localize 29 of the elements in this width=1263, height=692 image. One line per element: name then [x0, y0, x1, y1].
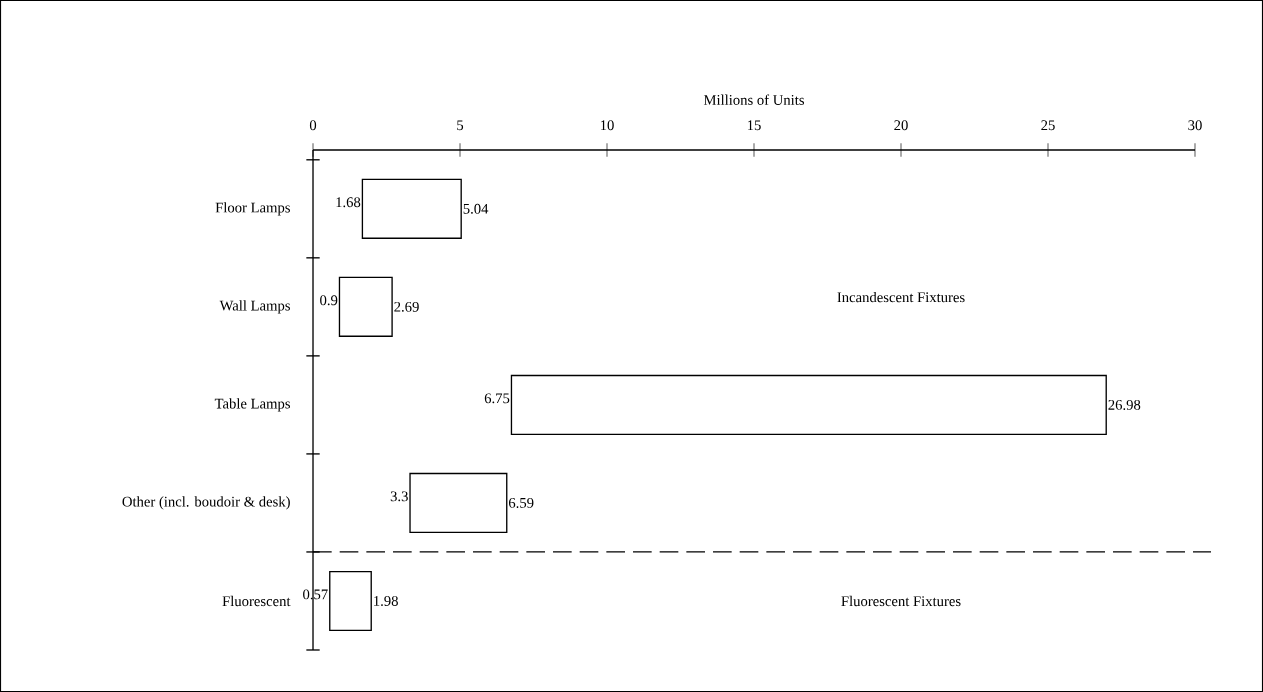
bar: [329, 570, 372, 632]
bar: [361, 178, 462, 239]
x-tick-label: 30: [1188, 120, 1202, 131]
bar: [338, 276, 393, 337]
annotation: 6.75: [484, 393, 510, 404]
y-tick-label: Other (incl. boudoir & desk): [122, 496, 290, 510]
annotation: 3.3: [390, 491, 408, 502]
data-label: 26.98: [1108, 399, 1141, 410]
x-tick-label: 15: [747, 120, 761, 131]
data-label: 2.69: [394, 301, 419, 312]
annotation: Incandescent Fixtures: [837, 291, 965, 303]
x-axis-title: Millions of Units: [703, 94, 804, 105]
y-tick-label: Wall Lamps: [219, 300, 290, 314]
bar: [409, 472, 508, 534]
x-tick-label: 20: [894, 120, 908, 131]
x-tick-label: 5: [457, 120, 464, 131]
annotation: Fluorescent Fixtures: [841, 595, 961, 607]
x-tick-label: 10: [600, 120, 614, 131]
data-label: 1.98: [374, 596, 398, 606]
bar: [510, 374, 1107, 435]
x-tick-label: 0: [309, 120, 317, 131]
annotation: 1.68: [336, 197, 361, 208]
x-tick-label: 25: [1041, 120, 1055, 131]
y-tick-label: Floor Lamps: [215, 202, 290, 216]
data-label: 5.04: [463, 203, 489, 214]
annotation: 0.9: [320, 295, 338, 306]
data-label: 6.59: [508, 497, 534, 508]
y-tick-label: Table Lamps: [214, 398, 290, 412]
y-tick-label: Fluorescent: [222, 595, 291, 607]
